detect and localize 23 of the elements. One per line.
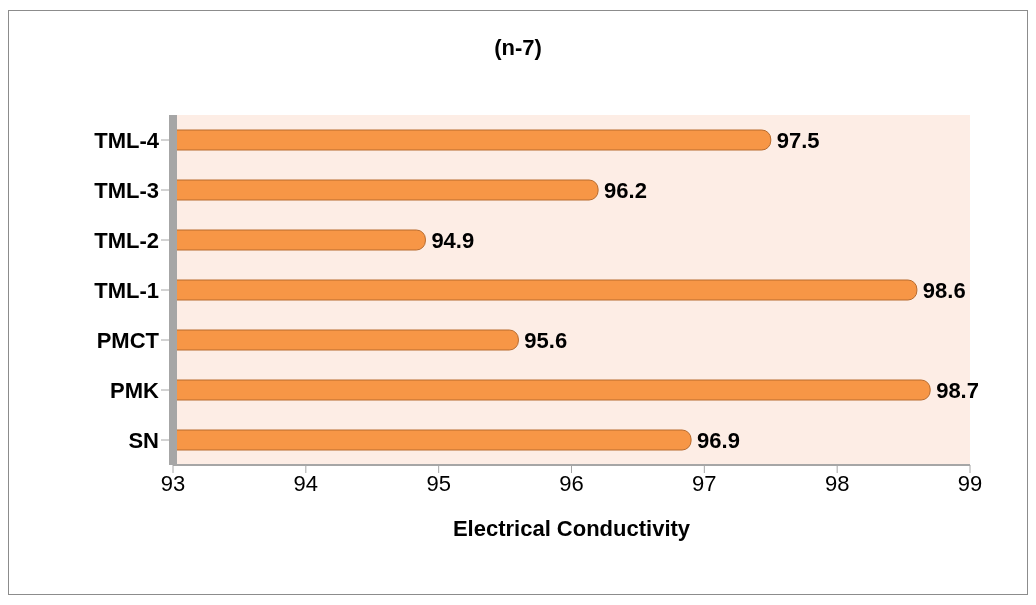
x-tick-label: 98 [824, 470, 850, 496]
y-tick-label: TML-4 [94, 127, 160, 153]
x-tick-label: 93 [160, 470, 186, 496]
y-tick-label: SN [128, 427, 159, 453]
x-tick-label: 96 [559, 470, 584, 496]
data-label: 94.9 [431, 227, 475, 253]
y-tick-label: TML-3 [94, 177, 159, 203]
data-label: 98.6 [922, 277, 966, 303]
chart-title: (n-7) [494, 35, 542, 60]
x-axis-title: Electrical Conductivity [452, 516, 691, 541]
y-tick-label: PMCT [96, 327, 160, 353]
data-label: 96.2 [604, 177, 647, 203]
x-tick-label: 95 [426, 470, 451, 496]
data-label: 98.7 [936, 377, 979, 403]
y-tick-label: TML-1 [94, 277, 159, 303]
data-label: 97.5 [776, 127, 820, 153]
x-tick-label: 94 [293, 470, 319, 496]
x-tick-label: 97 [692, 470, 717, 496]
y-tick-label: PMK [110, 377, 160, 403]
data-label: 95.6 [524, 327, 568, 353]
y-tick-label: TML-2 [94, 227, 159, 253]
data-label: 96.9 [697, 427, 740, 453]
x-tick-label: 99 [957, 470, 983, 496]
